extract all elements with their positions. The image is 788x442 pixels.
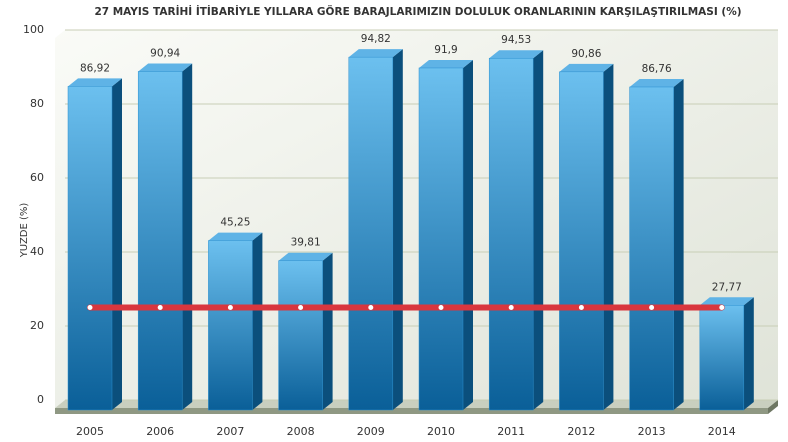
line-point (157, 305, 163, 310)
bar (208, 240, 253, 411)
line-point (508, 305, 514, 310)
line-point (438, 305, 444, 310)
data-label: 86,76 (642, 63, 672, 75)
bar-top (419, 59, 473, 68)
floor-side (768, 400, 778, 414)
y-tick-label: 20 (30, 319, 44, 332)
y-tick-label: 0 (37, 393, 44, 406)
y-tick-label: 60 (30, 171, 44, 184)
bar (278, 260, 323, 411)
x-tick-label: 2011 (497, 425, 525, 438)
bar (629, 86, 674, 411)
bar (488, 57, 534, 411)
bar-top (489, 50, 544, 59)
bar-side (112, 78, 122, 411)
bar-side (182, 63, 193, 410)
data-label: 90,86 (571, 48, 601, 60)
x-tick-label: 2010 (427, 425, 455, 438)
x-tick-label: 2005 (76, 425, 104, 438)
bar-top (699, 297, 754, 306)
x-tick-label: 2012 (567, 425, 595, 438)
bar (699, 305, 745, 411)
bar-top (138, 63, 193, 72)
line-point (87, 305, 93, 310)
bar-side (673, 78, 684, 410)
line-point (298, 305, 304, 310)
x-tick-label: 2014 (708, 425, 736, 438)
bar-side (392, 49, 403, 410)
data-label: 90,94 (150, 48, 180, 60)
data-label: 86,92 (80, 62, 110, 74)
line-point (368, 305, 374, 310)
line-point (649, 305, 655, 310)
bar-side (252, 232, 263, 410)
data-label: 94,53 (501, 34, 531, 46)
bar-top (348, 49, 403, 58)
x-tick-label: 2013 (638, 425, 666, 438)
bar-side (533, 50, 544, 410)
bar-top (208, 232, 263, 241)
x-tick-label: 2008 (287, 425, 315, 438)
bar-top (68, 78, 122, 87)
data-label: 27,77 (712, 281, 742, 293)
bar (67, 86, 113, 411)
bar (418, 67, 464, 411)
line-point (578, 305, 584, 310)
bar (348, 56, 394, 411)
bar (559, 71, 604, 411)
data-label: 91,9 (434, 44, 457, 56)
bar-side (743, 297, 754, 410)
data-label: 94,82 (361, 33, 391, 45)
x-tick-label: 2009 (357, 425, 385, 438)
line-point (719, 305, 725, 310)
y-tick-label: 100 (23, 23, 44, 36)
y-axis-label: YUZDE (%) (19, 203, 30, 259)
bar-top (559, 63, 614, 72)
chart-title: 27 MAYIS TARİHİ İTİBARİYLE YILLARA GÖRE … (94, 4, 741, 18)
bar-side (603, 63, 614, 411)
x-tick-label: 2006 (146, 425, 174, 438)
y-tick-label: 40 (30, 245, 44, 258)
line-point (227, 305, 233, 310)
bar-side (463, 59, 473, 410)
data-label: 39,81 (291, 237, 321, 249)
y-tick-label: 80 (30, 97, 44, 110)
bar (137, 71, 183, 411)
bar-top (629, 78, 684, 87)
data-label: 45,25 (220, 217, 250, 229)
x-tick-label: 2007 (216, 425, 244, 438)
bar-side (322, 252, 333, 410)
bar-top (278, 252, 333, 261)
